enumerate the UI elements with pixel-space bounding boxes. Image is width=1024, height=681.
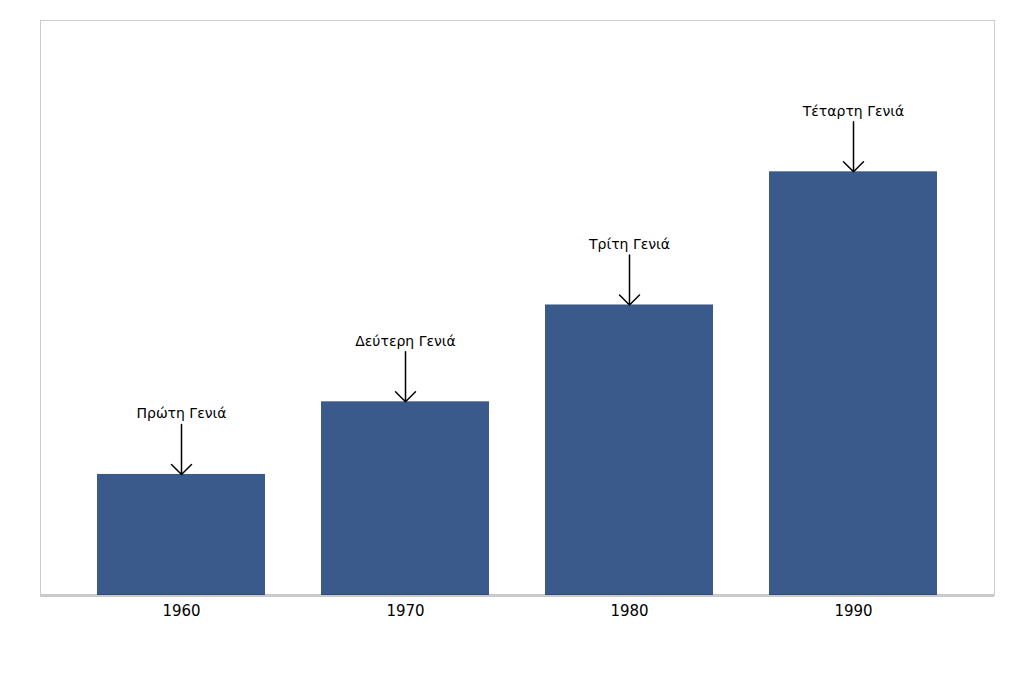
svg-text:1980: 1980 [610, 602, 648, 620]
svg-text:Τρίτη Γενιά: Τρίτη Γενιά [588, 236, 670, 252]
svg-text:1990: 1990 [834, 602, 872, 620]
svg-text:Πρώτη Γενιά: Πρώτη Γενιά [136, 405, 226, 421]
svg-text:Δεύτερη Γενιά: Δεύτερη Γενιά [355, 333, 456, 349]
svg-text:1960: 1960 [162, 602, 200, 620]
svg-text:Τέταρτη Γενιά: Τέταρτη Γενιά [802, 103, 905, 119]
svg-text:1970: 1970 [386, 602, 424, 620]
